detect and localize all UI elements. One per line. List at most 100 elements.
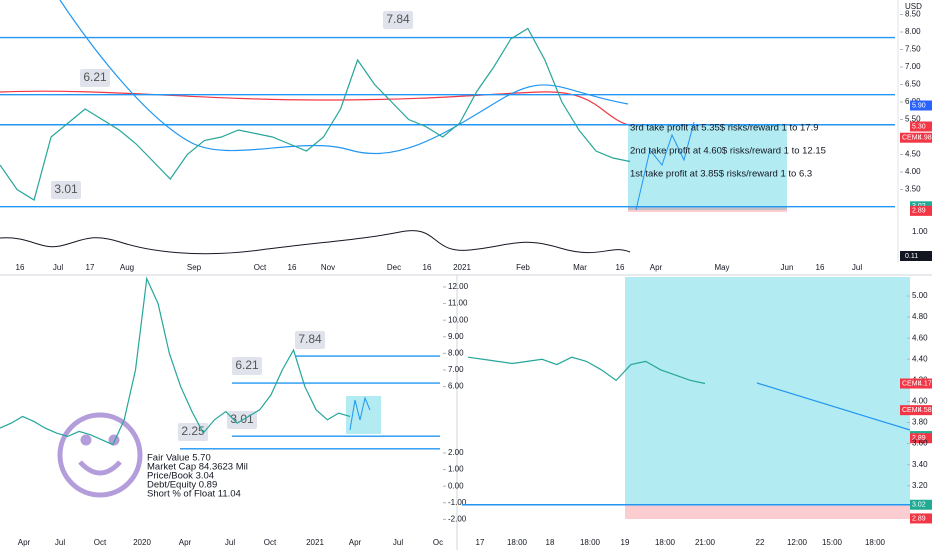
stop-zone — [628, 207, 787, 212]
projection — [635, 121, 695, 211]
x-tick-label: Oct — [264, 538, 277, 547]
note: 3rd take profit at 5.35$ risks/reward 1 … — [630, 123, 819, 134]
x-tick-label: Sep — [187, 263, 202, 272]
x-tick-label: Jul — [53, 263, 63, 272]
x-tick-label: 2021 — [306, 538, 324, 547]
x-tick-label: 18 — [546, 538, 555, 547]
price-tag-symbol: CEMI — [902, 380, 920, 387]
callout-box — [80, 69, 110, 87]
callout-label: 3.01 — [54, 182, 78, 196]
price-tag-label: 2.89 — [912, 515, 926, 522]
price-tag-label: 5.90 — [912, 102, 926, 109]
y-tick-label: 8.00 — [905, 27, 921, 36]
fundamental: Debt/Equity 0.89 — [147, 480, 217, 491]
price-tag-label: 2.89 — [912, 208, 926, 215]
x-tick-label: Apr — [179, 538, 192, 547]
y-tick-label: 8.50 — [905, 10, 921, 19]
y-tick-label: 3.50 — [905, 185, 921, 194]
indicator-tag — [900, 251, 932, 261]
y-tick-label: 7.00 — [448, 365, 464, 374]
moving-average — [59, 0, 629, 155]
price-line — [0, 27, 631, 201]
y-tick-label: 2.00 — [448, 448, 464, 457]
x-tick-label: Mar — [573, 263, 587, 272]
price-tag-symbol: CEMI — [902, 135, 920, 142]
x-tick-label: 16 — [288, 263, 297, 272]
note: 1st take profit at 3.85$ risks/reward 1 … — [630, 169, 812, 180]
y-tick-label: 1.00 — [448, 465, 464, 474]
x-tick-label: Oc — [433, 538, 443, 547]
projection — [349, 396, 371, 431]
price-tag — [910, 513, 932, 524]
x-tick-label: 15:00 — [822, 538, 843, 547]
y-tick-label: 11.00 — [448, 299, 468, 308]
y-tick-label: 10.00 — [448, 315, 469, 324]
x-tick-label: Apr — [18, 538, 31, 547]
y-tick-label: 3.80 — [912, 418, 928, 427]
x-tick-label: 17 — [476, 538, 485, 547]
x-tick-label: May — [714, 263, 729, 272]
price-line — [467, 356, 706, 385]
price-tag — [910, 205, 932, 216]
y-tick-label: 6.50 — [905, 80, 921, 89]
price-tag — [910, 100, 932, 111]
x-tick-label: Jul — [393, 538, 403, 547]
x-tick-label: Oct — [94, 538, 107, 547]
x-tick-label: Jul — [55, 538, 65, 547]
x-tick-label: 18:00 — [580, 538, 601, 547]
x-tick-label: Apr — [349, 538, 362, 547]
y-tick-label: 4.40 — [912, 354, 928, 363]
y-tick-label: 4.60 — [912, 333, 928, 342]
fundamental: Short % of Float 11.04 — [147, 489, 241, 500]
callout-label: 6.21 — [235, 358, 259, 372]
x-tick-label: Oct — [254, 263, 267, 272]
x-tick-label: 16 — [616, 263, 625, 272]
indicator-value: 0.11 — [905, 253, 918, 260]
x-tick-label: Feb — [516, 263, 530, 272]
y-tick-label: 5.50 — [905, 115, 921, 124]
x-tick-label: 19 — [621, 538, 630, 547]
price-tag — [910, 499, 932, 510]
callout-label: 2.25 — [181, 424, 205, 438]
price-tag — [910, 433, 932, 444]
y-tick-label: 4.00 — [912, 397, 928, 406]
target-zone — [346, 396, 381, 434]
fundamental: Market Cap 84.3623 Mil — [147, 462, 248, 473]
price-tag-symbol: CEMI — [902, 407, 920, 414]
y-tick-label: 4.00 — [905, 167, 921, 176]
x-tick-label: Jul — [852, 263, 862, 272]
x-tick-label: Aug — [120, 263, 134, 272]
aux-tick: 1.00 — [912, 227, 928, 236]
x-tick-label: Jun — [781, 263, 794, 272]
x-tick-label: 16 — [816, 263, 825, 272]
x-tick-label: Apr — [650, 263, 663, 272]
x-tick-label: 16 — [16, 263, 25, 272]
fundamental: Fair Value 5.70 — [147, 453, 211, 464]
currency-label: USD — [905, 2, 922, 11]
projection — [756, 382, 911, 431]
x-tick-label: Nov — [321, 263, 335, 272]
y-tick-label: 7.50 — [905, 45, 921, 54]
callout-label: 6.21 — [83, 70, 107, 84]
indicator-line — [0, 230, 631, 255]
y-tick-label: 9.00 — [448, 332, 464, 341]
callout-box — [295, 331, 325, 349]
y-tick-label: 3.60 — [912, 439, 928, 448]
y-tick-label: 3.40 — [912, 460, 928, 469]
y-tick-label: -1.00 — [448, 498, 467, 507]
price-tag — [900, 378, 932, 389]
target-zone — [628, 124, 787, 210]
callout-box — [232, 357, 262, 375]
x-tick-label: 18:00 — [655, 538, 676, 547]
target-zone — [625, 277, 910, 505]
price-tag — [900, 132, 932, 143]
price-tag-label: 3.02 — [912, 502, 926, 509]
callout-label: 7.84 — [298, 332, 322, 346]
x-tick-label: 22 — [756, 538, 765, 547]
note: 2nd take profit at 4.60$ risks/reward 1 … — [630, 146, 826, 157]
y-tick-label: 4.50 — [905, 150, 921, 159]
x-tick-label: Dec — [387, 263, 401, 272]
stop-zone — [625, 505, 910, 519]
fundamental: Price/Book 3.04 — [147, 471, 214, 482]
